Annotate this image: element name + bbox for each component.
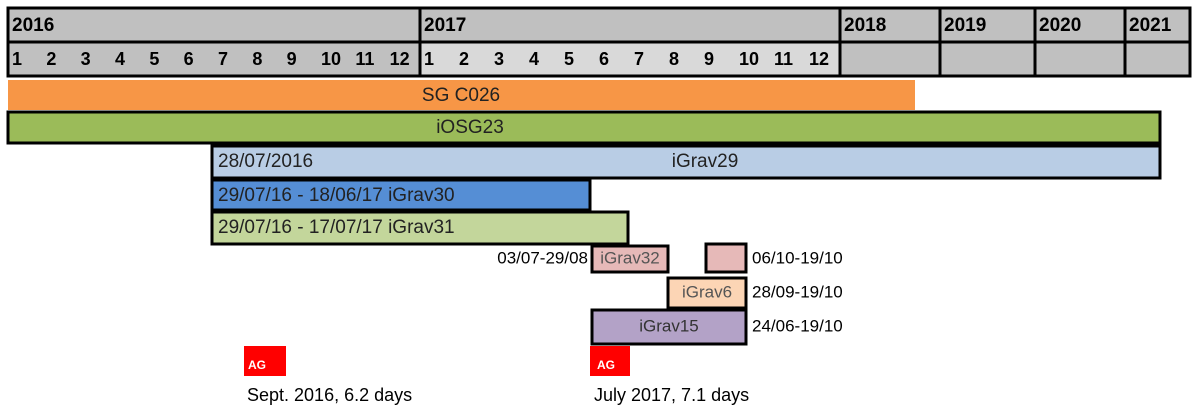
ag-caption: July 2017, 7.1 days <box>594 385 749 405</box>
date-range: 28/09-19/10 <box>752 282 843 301</box>
year-cell <box>6 6 422 44</box>
month-label: 8 <box>252 49 262 69</box>
month-label: 9 <box>287 49 297 69</box>
bar <box>590 308 748 346</box>
bar-label: iOSG23 <box>436 117 504 138</box>
month-label: 9 <box>704 49 714 69</box>
bar <box>210 144 1162 180</box>
year-label: 2020 <box>1039 15 1081 36</box>
bar <box>704 242 748 274</box>
month-label: 6 <box>184 49 194 69</box>
month-label: 3 <box>494 49 504 69</box>
month-label: 10 <box>739 49 759 69</box>
month-label: 1 <box>424 49 434 69</box>
month-label: 5 <box>564 49 574 69</box>
year-label: 2016 <box>12 15 54 36</box>
month-label: 2 <box>459 49 469 69</box>
month-label: 2 <box>46 49 56 69</box>
ag-label: AG <box>597 358 615 372</box>
ag-caption: Sept. 2016, 6.2 days <box>247 385 412 405</box>
timeline-header: 2016 2017 2018 2019 2020 2021 <box>6 6 1192 78</box>
month-label: 12 <box>390 49 410 69</box>
bar <box>666 276 748 310</box>
bar-label: 29/07/16 - 17/07/17 iGrav31 <box>218 217 455 238</box>
month-label: 4 <box>529 49 539 69</box>
month-cell <box>1123 40 1192 78</box>
month-label: 1 <box>12 49 22 69</box>
year-label: 2018 <box>844 15 886 36</box>
bar-label: 29/07/16 - 18/06/17 iGrav30 <box>218 185 455 206</box>
month-label: 10 <box>321 49 341 69</box>
year-cell <box>1123 6 1192 44</box>
month-label: 4 <box>115 49 125 69</box>
ag-marker <box>244 346 286 376</box>
month-label: 11 <box>355 49 374 69</box>
month-label: 7 <box>634 49 644 69</box>
bar-label: iGrav32 <box>600 248 660 267</box>
bar-label: iGrav6 <box>682 282 732 301</box>
month-cell <box>938 40 1037 78</box>
bar-start-label: 28/07/2016 <box>218 151 313 172</box>
month-cell <box>1033 40 1127 78</box>
month-label: 12 <box>809 49 829 69</box>
month-cell <box>838 40 942 78</box>
bar <box>590 244 670 274</box>
bar <box>6 110 1162 145</box>
year-label: 2019 <box>944 15 986 36</box>
ag-marker <box>590 346 630 376</box>
month-label: 5 <box>149 49 159 69</box>
bar <box>210 178 592 212</box>
date-range: 06/10-19/10 <box>752 248 843 267</box>
bar-label: iGrav15 <box>639 316 699 335</box>
bar <box>8 80 915 110</box>
ag-label: AG <box>248 358 266 372</box>
year-label: 2021 <box>1129 15 1172 36</box>
year-label: 2017 <box>424 15 466 36</box>
month-row <box>6 40 422 78</box>
bar <box>210 210 630 246</box>
month-label: 11 <box>774 49 793 69</box>
month-label: 6 <box>599 49 609 69</box>
month-label: 7 <box>218 49 228 69</box>
date-range: 24/06-19/10 <box>752 316 843 335</box>
bar-label: SG C026 <box>422 85 500 106</box>
year-cell <box>418 6 842 44</box>
month-label: 8 <box>669 49 679 69</box>
month-row <box>418 40 842 78</box>
date-range: 03/07-29/08 <box>497 248 588 267</box>
bar-label: iGrav29 <box>672 151 739 172</box>
month-label: 3 <box>81 49 91 69</box>
